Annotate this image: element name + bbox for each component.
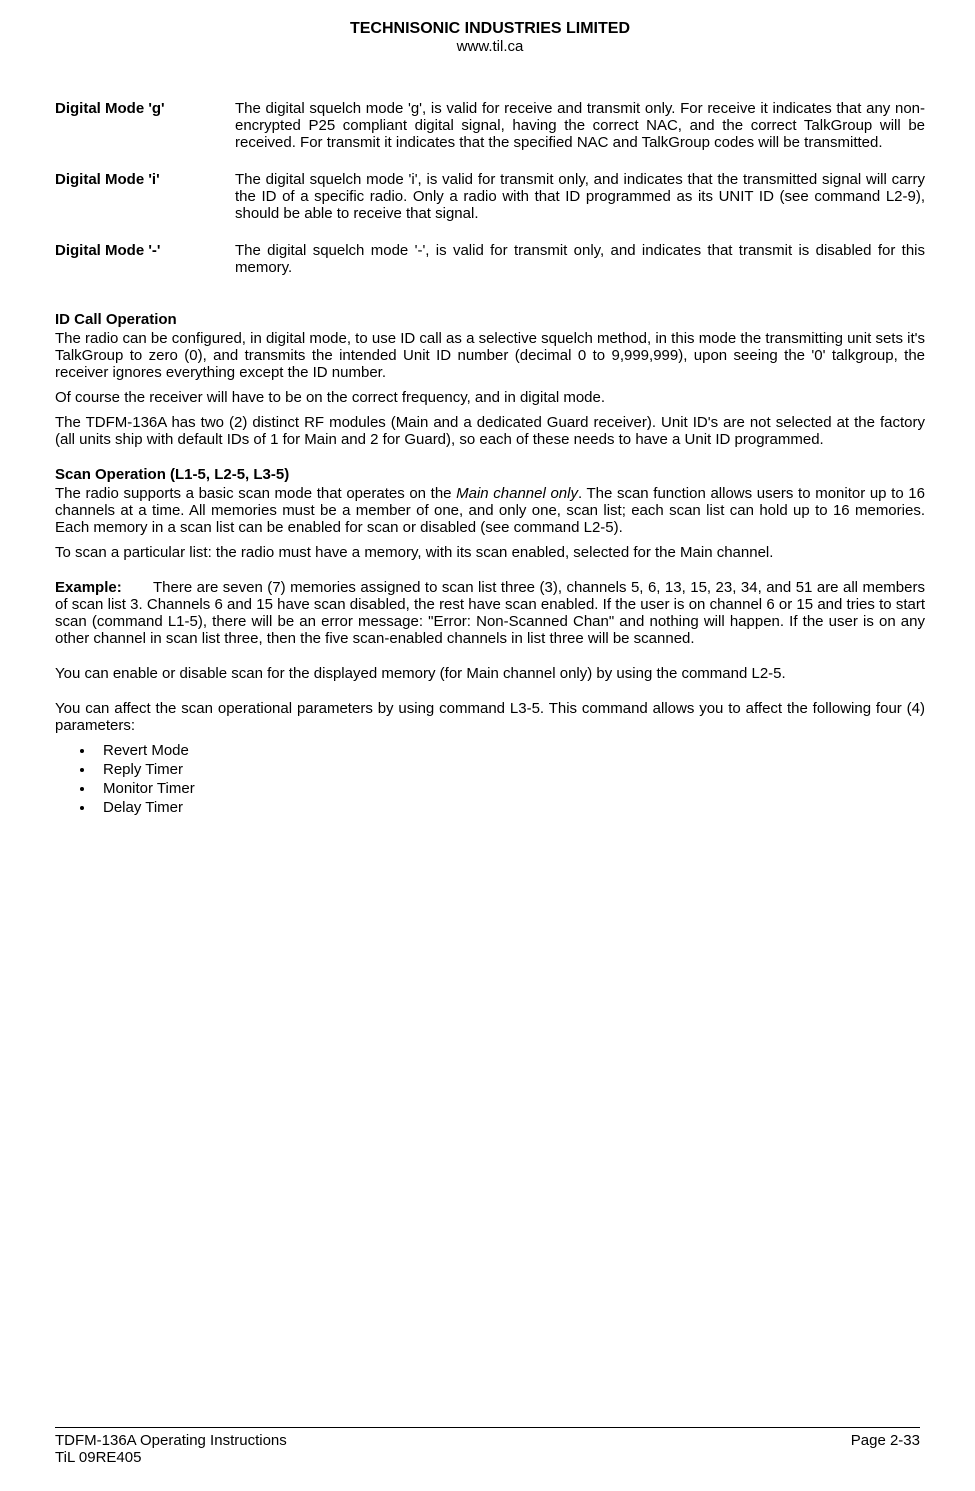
page-header: TECHNISONIC INDUSTRIES LIMITED www.til.c… — [55, 20, 925, 55]
id-call-heading: ID Call Operation — [55, 311, 925, 328]
example-p1-body: There are seven (7) memories assigned to… — [55, 579, 925, 647]
id-call-p2: Of course the receiver will have to be o… — [55, 389, 925, 406]
definitions-section: Digital Mode 'g' The digital squelch mod… — [55, 100, 925, 276]
footer-left-1: TDFM-136A Operating Instructions — [55, 1432, 287, 1449]
definition-label: Digital Mode 'g' — [55, 100, 235, 151]
company-name: TECHNISONIC INDUSTRIES LIMITED — [55, 20, 925, 38]
definition-row: Digital Mode 'i' The digital squelch mod… — [55, 171, 925, 222]
example-label: Example: — [55, 579, 122, 596]
id-call-p3: The TDFM-136A has two (2) distinct RF mo… — [55, 414, 925, 448]
example-p3: You can affect the scan operational para… — [55, 700, 925, 734]
list-item: Revert Mode — [95, 742, 925, 759]
footer-row-1: TDFM-136A Operating Instructions Page 2-… — [55, 1432, 920, 1449]
list-item: Monitor Timer — [95, 780, 925, 797]
definition-label: Digital Mode 'i' — [55, 171, 235, 222]
footer-page-number: Page 2-33 — [851, 1432, 920, 1449]
id-call-p1: The radio can be configured, in digital … — [55, 330, 925, 381]
definition-body: The digital squelch mode 'i', is valid f… — [235, 171, 925, 222]
definition-label: Digital Mode '-' — [55, 242, 235, 276]
scan-p1-pre: The radio supports a basic scan mode tha… — [55, 485, 456, 502]
footer-left-2: TiL 09RE405 — [55, 1449, 920, 1466]
company-url: www.til.ca — [55, 38, 925, 55]
list-item: Delay Timer — [95, 799, 925, 816]
example-p1: Example: There are seven (7) memories as… — [55, 579, 925, 647]
scan-p1: The radio supports a basic scan mode tha… — [55, 485, 925, 536]
page-footer: TDFM-136A Operating Instructions Page 2-… — [55, 1427, 920, 1466]
definition-body: The digital squelch mode '-', is valid f… — [235, 242, 925, 276]
list-item: Reply Timer — [95, 761, 925, 778]
definition-row: Digital Mode '-' The digital squelch mod… — [55, 242, 925, 276]
parameter-list: Revert Mode Reply Timer Monitor Timer De… — [95, 742, 925, 816]
definition-row: Digital Mode 'g' The digital squelch mod… — [55, 100, 925, 151]
document-page: TECHNISONIC INDUSTRIES LIMITED www.til.c… — [0, 0, 975, 1491]
scan-p2: To scan a particular list: the radio mus… — [55, 544, 925, 561]
example-p2: You can enable or disable scan for the d… — [55, 665, 925, 682]
definition-body: The digital squelch mode 'g', is valid f… — [235, 100, 925, 151]
scan-heading: Scan Operation (L1-5, L2-5, L3-5) — [55, 466, 925, 483]
scan-p1-italic: Main channel only — [456, 485, 578, 502]
